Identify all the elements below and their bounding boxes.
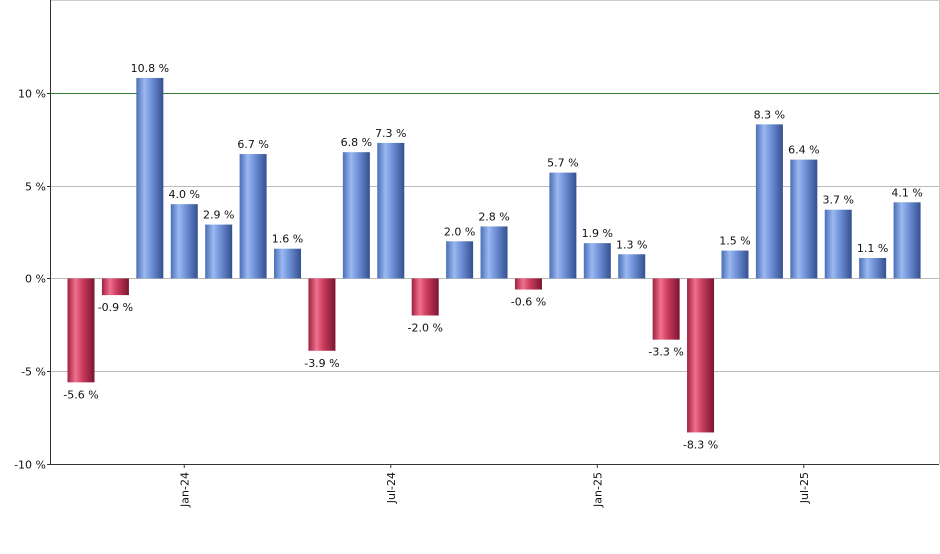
bar bbox=[274, 248, 302, 279]
data-label: 7.3 % bbox=[375, 127, 406, 140]
bar bbox=[411, 278, 439, 316]
bar bbox=[446, 241, 474, 279]
bar bbox=[205, 224, 233, 279]
bar bbox=[342, 152, 370, 279]
data-label: -2.0 % bbox=[407, 322, 442, 335]
x-tick-label: Jul-24 bbox=[385, 472, 398, 504]
data-label: -5.6 % bbox=[63, 388, 98, 401]
bar bbox=[480, 226, 508, 279]
data-labels: -5.6 % -0.9 % 10.8 % 4.0 %2.9 % 6.7 % 1.6 % -3… bbox=[63, 62, 923, 451]
data-label: 1.9 % bbox=[582, 227, 613, 240]
y-tick-label: -10 % bbox=[14, 459, 46, 472]
bar bbox=[549, 172, 577, 279]
bar bbox=[583, 243, 611, 279]
data-label: 2.8 % bbox=[478, 210, 509, 223]
bar bbox=[721, 250, 749, 279]
data-label: 4.1 % bbox=[891, 186, 922, 199]
data-label: 5.7 % bbox=[547, 157, 578, 170]
data-label: 2.9 % bbox=[203, 209, 234, 222]
data-label: -3.9 % bbox=[304, 357, 339, 370]
data-label: 10.8 % bbox=[131, 62, 169, 75]
bar bbox=[67, 278, 95, 383]
data-label: 1.1 % bbox=[857, 242, 888, 255]
x-tick-label: Jul-25 bbox=[798, 472, 811, 504]
bar bbox=[652, 278, 680, 340]
y-tick-label: 0 % bbox=[25, 273, 46, 286]
y-tick-label: 10 % bbox=[18, 88, 46, 101]
x-tick-label: Jan-24 bbox=[178, 472, 191, 508]
data-label: 1.6 % bbox=[272, 233, 303, 246]
bar bbox=[308, 278, 336, 351]
axes: -10 % -5 % 0 % 5 % 10 % Jan-24 Jul-24 Jan-25 Jul… bbox=[14, 0, 939, 508]
data-label: 6.4 % bbox=[788, 144, 819, 157]
data-label: 8.3 % bbox=[754, 108, 785, 121]
bar bbox=[170, 204, 198, 279]
data-label: -8.3 % bbox=[683, 438, 718, 451]
bar bbox=[618, 254, 646, 279]
bar bbox=[514, 278, 542, 290]
data-label: 1.3 % bbox=[616, 238, 647, 251]
data-label: -3.3 % bbox=[648, 346, 683, 359]
y-tick-label: 5 % bbox=[25, 181, 46, 194]
bar bbox=[824, 209, 852, 279]
data-label: 1.5 % bbox=[719, 235, 750, 248]
data-label: 6.7 % bbox=[237, 138, 268, 151]
bar bbox=[859, 257, 887, 279]
x-tick-label: Jan-25 bbox=[591, 472, 604, 508]
bars bbox=[67, 77, 921, 433]
bar bbox=[790, 159, 818, 279]
bar bbox=[377, 142, 405, 279]
data-label: 4.0 % bbox=[169, 188, 200, 201]
bar bbox=[239, 154, 267, 279]
data-label: 6.8 % bbox=[341, 136, 372, 149]
bar bbox=[755, 124, 783, 279]
bar bbox=[101, 278, 129, 296]
bar bbox=[687, 278, 715, 433]
y-tick-label: -5 % bbox=[21, 366, 46, 379]
data-label: -0.6 % bbox=[511, 296, 546, 309]
bar bbox=[136, 77, 164, 279]
bar bbox=[893, 202, 921, 279]
data-label: 2.0 % bbox=[444, 225, 475, 238]
data-label: -0.9 % bbox=[98, 301, 133, 314]
data-label: 3.7 % bbox=[823, 194, 854, 207]
